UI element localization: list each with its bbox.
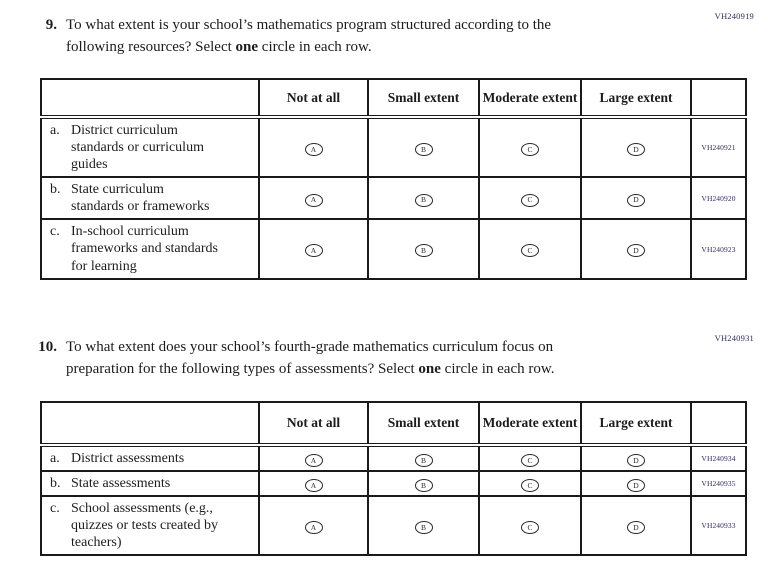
option-circle-b[interactable]: B <box>414 244 433 258</box>
option-circle-a[interactable]: A <box>304 478 323 492</box>
column-header-large-extent: Large extent <box>580 401 692 447</box>
row-label-text: School assessments (e.g., quizzes or tes… <box>71 501 218 551</box>
row-label: a. District curriculum standards or curri… <box>42 119 258 176</box>
column-header-not-at-all: Not at all <box>258 78 369 119</box>
row-label-text: In-school curriculum frameworks and stan… <box>71 224 218 274</box>
row-label-text: District curriculum standards or curricu… <box>71 123 204 173</box>
table-header-row: Not at all Small extent Moderate extent … <box>40 78 747 119</box>
row-label: c. In-school curriculum frameworks and st… <box>42 220 258 277</box>
question-10-text: To what extent does your school’s fourth… <box>66 337 554 381</box>
table-row: b. State assessments A B C D VH240935 <box>40 470 747 498</box>
column-header-not-at-all: Not at all <box>258 401 369 447</box>
row-code: VH240923 <box>690 218 747 280</box>
question-9-line1: To what extent is your school’s mathemat… <box>66 17 552 33</box>
row-label: b. State assessments <box>42 472 258 495</box>
row-label-text: State curriculum standards or frameworks <box>71 182 210 215</box>
option-circle-c[interactable]: C <box>521 478 539 492</box>
row-code: VH240935 <box>690 470 747 498</box>
question-10-line1: To what extent does your school’s fourth… <box>66 339 554 355</box>
row-code: VH240934 <box>690 443 747 473</box>
header-empty-code <box>690 78 747 119</box>
question-10-number: 10. <box>38 339 57 355</box>
row-prefix: a. <box>50 451 60 466</box>
row-label: a. District assessments <box>42 447 258 470</box>
option-circle-c[interactable]: C <box>521 193 539 207</box>
question-10-line2-post: circle in each row. <box>440 360 555 377</box>
table-row: b. State curriculum standards or framewor… <box>40 176 747 221</box>
column-header-large-extent: Large extent <box>580 78 692 119</box>
option-circle-d[interactable]: D <box>627 142 645 156</box>
row-prefix: b. <box>50 182 61 198</box>
row-label-text: State assessments <box>71 476 171 492</box>
option-circle-d[interactable]: D <box>627 244 645 258</box>
table-row: c. In-school curriculum frameworks and st… <box>40 218 747 280</box>
column-header-moderate-extent: Moderate extent <box>478 78 582 119</box>
row-prefix: c. <box>50 501 60 517</box>
option-circle-c[interactable]: C <box>521 142 539 156</box>
option-circle-b[interactable]: B <box>414 193 433 207</box>
question-9-line2-pre: following resources? Select <box>66 38 236 55</box>
option-circle-a[interactable]: A <box>304 244 323 258</box>
column-header-small-extent: Small extent <box>367 78 480 119</box>
option-circle-d[interactable]: D <box>627 453 645 467</box>
row-prefix: b. <box>50 476 61 492</box>
table-header-row: Not at all Small extent Moderate extent … <box>40 401 747 447</box>
table-row: a. District curriculum standards or curri… <box>40 115 747 179</box>
table-row: a. District assessments A B C D VH240934 <box>40 443 747 473</box>
question-9-text: To what extent is your school’s mathemat… <box>66 15 551 59</box>
option-circle-c[interactable]: C <box>521 521 539 535</box>
column-header-moderate-extent: Moderate extent <box>478 401 582 447</box>
question-10-code: VH240931 <box>714 333 754 343</box>
row-label-text: District assessments <box>71 451 185 466</box>
option-circle-a[interactable]: A <box>304 521 323 535</box>
row-code: VH240921 <box>690 115 747 179</box>
question-9-bold-word: one <box>235 38 259 55</box>
question-9-code: VH240919 <box>714 11 754 21</box>
option-circle-d[interactable]: D <box>627 521 645 535</box>
option-circle-b[interactable]: B <box>414 521 433 535</box>
row-code: VH240920 <box>690 176 747 221</box>
option-circle-c[interactable]: C <box>521 453 539 467</box>
question-9: 9. To what extent is your school’s mathe… <box>33 15 551 59</box>
row-code: VH240933 <box>690 495 747 557</box>
option-circle-a[interactable]: A <box>304 193 323 207</box>
row-label: c. School assessments (e.g., quizzes or t… <box>42 497 258 554</box>
table-row: c. School assessments (e.g., quizzes or t… <box>40 495 747 557</box>
question-9-line2-post: circle in each row. <box>258 38 372 55</box>
question-10-response-table: Not at all Small extent Moderate extent … <box>40 401 747 557</box>
header-empty-label <box>40 78 260 119</box>
option-circle-b[interactable]: B <box>414 478 433 492</box>
question-9-number: 9. <box>45 17 57 33</box>
column-header-small-extent: Small extent <box>367 401 480 447</box>
row-prefix: c. <box>50 224 60 240</box>
question-9-response-table: Not at all Small extent Moderate extent … <box>40 78 747 280</box>
question-10-line2-pre: preparation for the following types of a… <box>66 360 419 377</box>
option-circle-c[interactable]: C <box>521 244 539 258</box>
row-prefix: a. <box>50 123 60 138</box>
option-circle-b[interactable]: B <box>414 453 433 467</box>
question-10-bold-word: one <box>418 360 441 377</box>
header-empty-code <box>690 401 747 447</box>
option-circle-a[interactable]: A <box>304 142 323 156</box>
row-label: b. State curriculum standards or framewor… <box>42 178 258 218</box>
option-circle-d[interactable]: D <box>627 193 645 207</box>
option-circle-d[interactable]: D <box>627 478 645 492</box>
question-10: 10. To what extent does your school’s fo… <box>26 337 554 381</box>
option-circle-a[interactable]: A <box>304 453 323 467</box>
header-empty-label <box>40 401 260 447</box>
option-circle-b[interactable]: B <box>414 142 433 156</box>
